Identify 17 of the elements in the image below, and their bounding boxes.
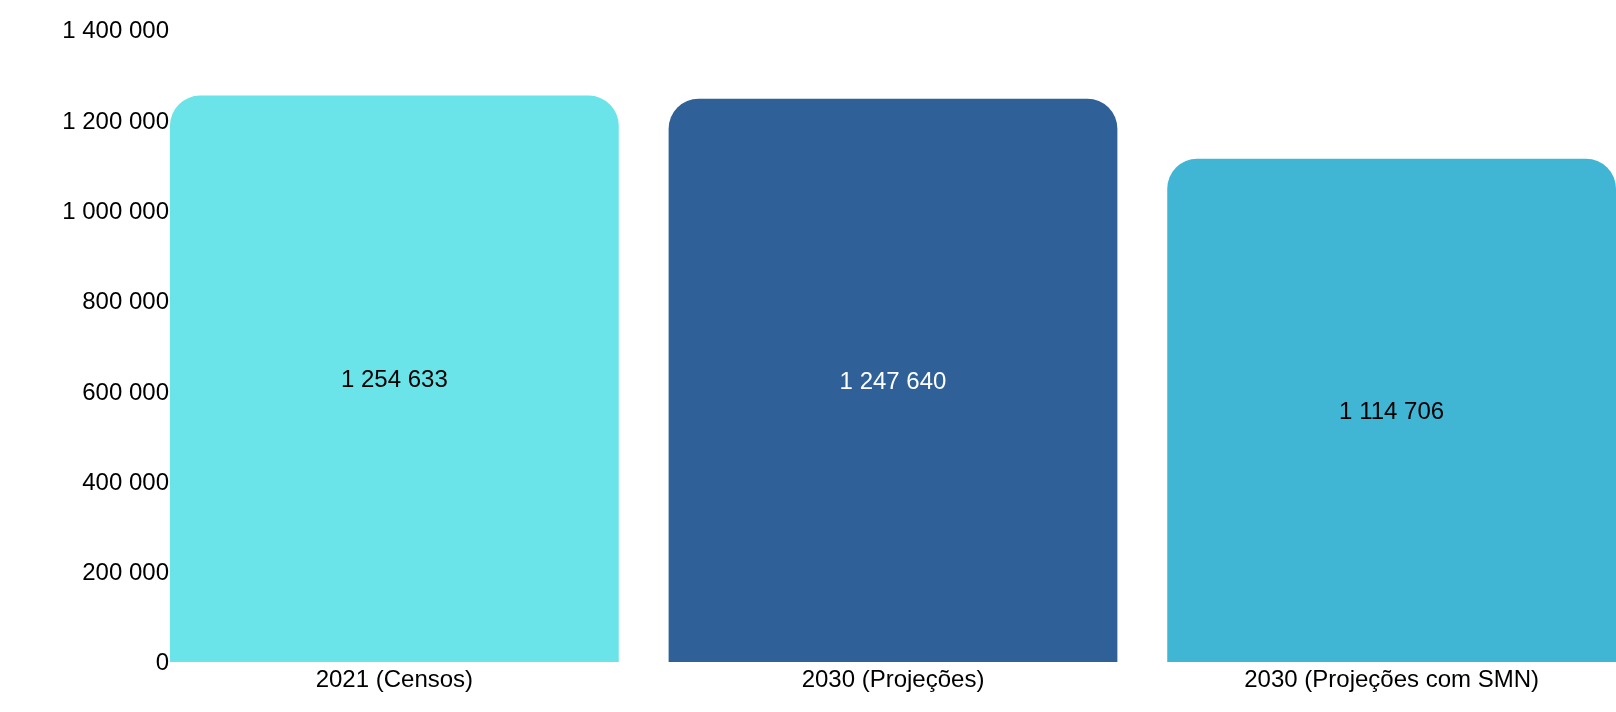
y-tick-label: 600 000 bbox=[82, 377, 169, 405]
bar bbox=[668, 98, 1118, 662]
y-tick-label: 1 000 000 bbox=[62, 196, 169, 224]
y-tick-label: 1 400 000 bbox=[62, 16, 169, 44]
y-tick-label: 400 000 bbox=[82, 467, 169, 495]
y-tick-label: 200 000 bbox=[82, 558, 169, 586]
x-tick-label: 2030 (Projeções) bbox=[801, 665, 985, 692]
data-label: 1 114 706 bbox=[1339, 396, 1445, 424]
data-label: 1 247 640 bbox=[839, 366, 947, 394]
y-tick-label: 1 200 000 bbox=[62, 106, 169, 134]
x-tick-label: 2030 (Projeções com SMN) bbox=[1244, 665, 1540, 692]
y-tick-label: 800 000 bbox=[82, 287, 169, 315]
bar bbox=[170, 95, 619, 662]
data-label: 1 254 633 bbox=[340, 365, 448, 393]
x-tick-label: 2021 (Censos) bbox=[315, 665, 474, 692]
y-tick-label: 0 bbox=[155, 648, 169, 676]
bar bbox=[1167, 158, 1616, 662]
